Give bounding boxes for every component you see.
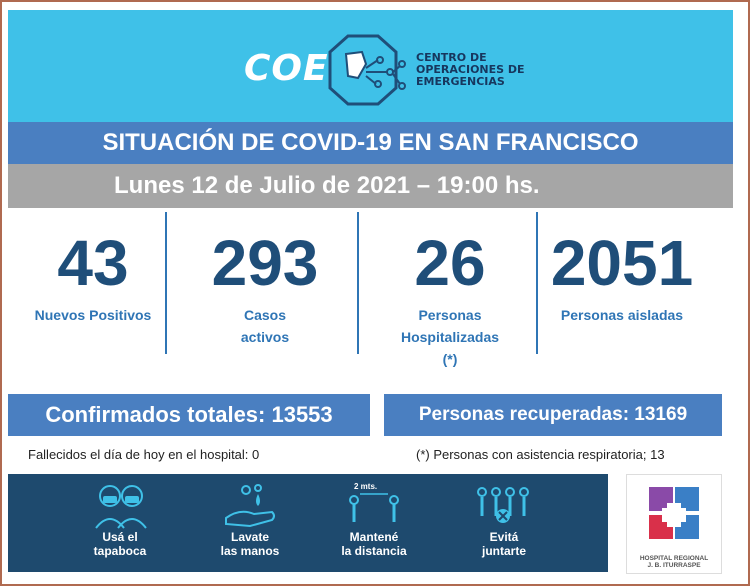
tip-label: Usá el tapaboca [93, 530, 147, 558]
distance-icon [349, 493, 399, 522]
hospital-name: HOSPITAL REGIONAL J. B. ITURRASPE [639, 555, 709, 569]
prevention-tips-banner: Usá el tapaboca Lavate las manos 2 mts. … [8, 474, 608, 572]
coe-logo-abbr: COE [244, 48, 329, 89]
tip-handwash: Lavate las manos [190, 474, 310, 572]
stat-label: Nuevos Positivos [34, 307, 152, 323]
stat-label: Casos [243, 307, 287, 323]
tip-label: Mantené la distancia [341, 530, 407, 558]
report-date: Lunes 12 de Julio de 2021 – 19:00 hs. [8, 164, 733, 208]
coe-logo: COE CENTRO DE OPERACIONES DE EMERGENCIAS [244, 34, 564, 106]
stat-active-cases: 293 Casos activos [180, 222, 350, 348]
tip-distance: 2 mts. Mantené la distancia [314, 474, 434, 572]
stat-value: 2051 [550, 227, 694, 299]
hospital-cross-icon [649, 487, 699, 539]
stat-value: 293 [211, 227, 319, 299]
stat-isolated: 2051 Personas aisladas [542, 222, 702, 326]
divider [536, 212, 538, 354]
tip-label: Lavate las manos [220, 530, 280, 558]
tip-label: Evitá juntarte [481, 530, 526, 558]
stat-label: (*) [442, 351, 458, 367]
stat-value: 43 [57, 227, 129, 299]
crowd-icon [477, 487, 529, 523]
tip-mask: Usá el tapaboca [60, 474, 180, 572]
distance-label: 2 mts. [354, 482, 378, 491]
handwash-icon [225, 484, 275, 528]
hospital-logo: HOSPITAL REGIONAL J. B. ITURRASPE [626, 474, 722, 574]
page-title: SITUACIÓN DE COVID-19 EN SAN FRANCISCO [8, 122, 733, 164]
mask-icon [95, 485, 147, 529]
tip-crowd: Evitá juntarte [444, 474, 564, 572]
deaths-note: Fallecidos el día de hoy en el hospital:… [28, 447, 260, 462]
coe-full-name: CENTRO DE OPERACIONES DE EMERGENCIAS [416, 51, 525, 88]
stat-label: Personas [418, 307, 482, 323]
confirmed-total: Confirmados totales: 13553 [8, 394, 370, 436]
stat-label: activos [240, 329, 290, 345]
stat-new-positives: 43 Nuevos Positivos [18, 222, 168, 326]
stat-value: 26 [414, 227, 486, 299]
stat-hospitalized: 26 Personas Hospitalizadas (*) [372, 222, 528, 370]
stat-label: Hospitalizadas [400, 329, 500, 345]
header-banner: COE CENTRO DE OPERACIONES DE EMERGENCIAS [8, 10, 733, 122]
divider [165, 212, 167, 354]
stat-label: Personas aisladas [560, 307, 684, 323]
divider [357, 212, 359, 354]
recovered-total: Personas recuperadas: 13169 [384, 394, 722, 436]
respiratory-note: (*) Personas con asistencia respiratoria… [416, 447, 665, 462]
virus-province-icon [328, 34, 406, 106]
